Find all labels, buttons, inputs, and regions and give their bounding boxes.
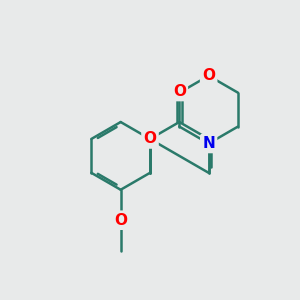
Text: O: O [143,131,157,146]
Text: O: O [173,84,186,99]
Text: N: N [202,136,215,151]
Text: O: O [114,213,127,228]
Text: O: O [202,68,215,83]
